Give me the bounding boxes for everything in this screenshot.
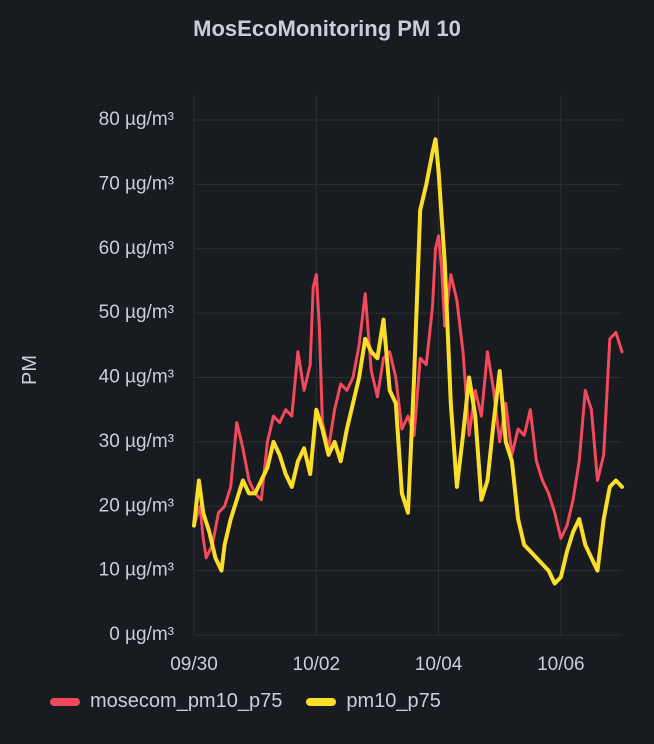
y-tick-label: 60 µg/m³ [99, 238, 174, 259]
x-tick-label: 10/06 [537, 654, 585, 675]
y-tick-label: 20 µg/m³ [99, 495, 174, 516]
series-lines [192, 137, 624, 586]
y-axis-ticks: 0 µg/m³ 10 µg/m³ 20 µg/m³ 30 µg/m³ 40 µg/m³ 5… [99, 109, 174, 645]
legend-item-mosecom-pm10-p75[interactable]: mosecom_pm10_p75 [50, 690, 282, 713]
y-axis-label: PM [19, 355, 41, 385]
series-line-pm10-p75 [192, 137, 624, 586]
legend-swatch-yellow [306, 697, 337, 706]
x-tick-label: 10/04 [415, 654, 463, 675]
grid-lines [193, 95, 622, 636]
x-tick-label: 09/30 [170, 654, 218, 675]
legend-item-pm10-p75[interactable]: pm10_p75 [306, 690, 441, 713]
chart-title: MosEcoMonitoring PM 10 [193, 16, 461, 41]
y-tick-label: 80 µg/m³ [99, 109, 174, 130]
y-tick-label: 30 µg/m³ [99, 431, 174, 452]
x-tick-label: 10/02 [293, 654, 341, 675]
legend-label: mosecom_pm10_p75 [90, 690, 283, 712]
x-axis-ticks: 09/30 10/02 10/04 10/06 [170, 654, 584, 675]
series-line-mosecom-pm10-p75 [192, 234, 624, 560]
legend-swatch-red [50, 697, 80, 706]
legend: mosecom_pm10_p75 pm10_p75 [50, 690, 441, 713]
chart-plot: 0 µg/m³ 10 µg/m³ 20 µg/m³ 30 µg/m³ 40 µg/m³ 5… [19, 95, 624, 675]
y-tick-label: 0 µg/m³ [109, 624, 174, 645]
legend-label: pm10_p75 [346, 690, 441, 712]
y-tick-label: 50 µg/m³ [99, 302, 174, 323]
y-tick-label: 10 µg/m³ [99, 560, 174, 581]
y-tick-label: 70 µg/m³ [99, 173, 174, 194]
y-tick-label: 40 µg/m³ [99, 367, 174, 388]
